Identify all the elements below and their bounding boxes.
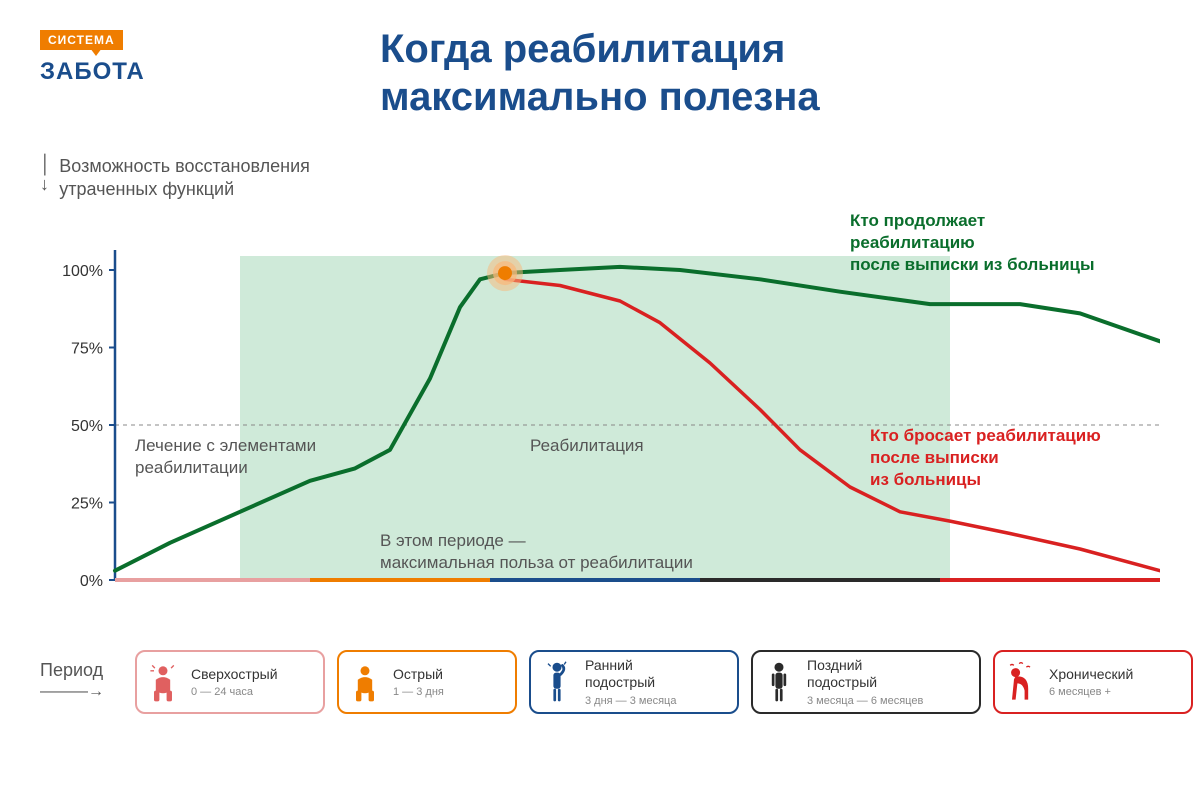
y-axis-label: Возможность восстановления утраченных фу… [59, 155, 310, 202]
annot-rehab: Реабилитация [530, 435, 644, 457]
annot-treatment: Лечение с элементами реабилитации [135, 435, 316, 479]
period-name: Ранний подострый [585, 657, 676, 691]
y-axis-label-wrap: │↓ Возможность восстановления утраченных… [40, 155, 310, 202]
person-icon [1003, 660, 1039, 704]
person-icon [761, 660, 797, 704]
logo: СИСТЕМА ЗАБОТА [40, 30, 145, 86]
period-card: Острый 1 — 3 дня [337, 650, 517, 714]
period-name: Хронический [1049, 666, 1133, 683]
period-name: Острый [393, 666, 444, 683]
legend-stops: Кто бросает реабилитацию после выписки и… [870, 425, 1101, 491]
page-title: Когда реабилитация максимально полезна [380, 25, 820, 121]
svg-text:0%: 0% [80, 573, 103, 590]
svg-text:50%: 50% [71, 418, 103, 435]
period-range: 6 месяцев + [1049, 686, 1133, 698]
svg-text:25%: 25% [71, 496, 103, 513]
svg-text:100%: 100% [62, 263, 103, 280]
period-name: Поздний подострый [807, 657, 923, 691]
period-range: 1 — 3 дня [393, 686, 444, 698]
period-range: 0 — 24 часа [191, 686, 278, 698]
period-range: 3 месяца — 6 месяцев [807, 695, 923, 707]
period-text: Ранний подострый 3 дня — 3 месяца [585, 657, 676, 707]
svg-text:75%: 75% [71, 341, 103, 358]
period-name: Сверхострый [191, 666, 278, 683]
period-text: Хронический 6 месяцев + [1049, 666, 1133, 699]
arrow-down-icon: │↓ [40, 155, 51, 195]
period-cards: Сверхострый 0 — 24 часа Острый 1 — 3 дня Ран… [135, 650, 1193, 714]
period-text: Острый 1 — 3 дня [393, 666, 444, 699]
period-range: 3 дня — 3 месяца [585, 695, 676, 707]
logo-system: СИСТЕМА [40, 30, 123, 50]
period-card: Ранний подострый 3 дня — 3 месяца [529, 650, 739, 714]
period-text: Сверхострый 0 — 24 часа [191, 666, 278, 699]
period-label-text: Период [40, 660, 103, 680]
person-icon [347, 660, 383, 704]
legend-continues: Кто продолжает реабилитацию после выписк… [850, 210, 1094, 276]
period-card: Сверхострый 0 — 24 часа [135, 650, 325, 714]
person-icon [145, 660, 181, 704]
period-axis-label: Период ———→ [40, 660, 104, 701]
period-card: Поздний подострый 3 месяца — 6 месяцев [751, 650, 981, 714]
annot-maxuse: В этом периоде — максимальная польза от … [380, 530, 693, 574]
period-text: Поздний подострый 3 месяца — 6 месяцев [807, 657, 923, 707]
period-card: Хронический 6 месяцев + [993, 650, 1193, 714]
person-icon [539, 660, 575, 704]
arrow-right-icon: ———→ [40, 683, 104, 701]
logo-zabota: ЗАБОТА [40, 58, 145, 86]
